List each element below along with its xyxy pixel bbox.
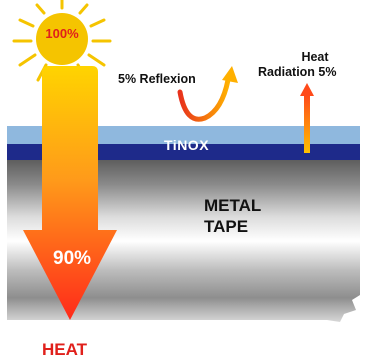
sun-icon (36, 13, 88, 65)
radiation-arrow-shaft (304, 95, 310, 153)
radiation-label-line2: Radiation 5% (258, 65, 337, 79)
absorbed-percentage-label: 90% (53, 248, 92, 269)
coating-label: TiNOX (164, 137, 210, 153)
reflection-arrowhead (222, 66, 238, 83)
substrate-label-line1: METAL (204, 196, 262, 215)
absorption-arrow (23, 66, 117, 320)
heat-output-label: HEAT (42, 340, 88, 359)
reflection-label: 5% Reflexion (118, 72, 196, 86)
reflection-arrow (177, 77, 231, 122)
radiation-arrowhead (300, 83, 314, 96)
substrate-label-line2: TAPE (204, 217, 249, 236)
radiation-label-line1: Heat (301, 50, 329, 64)
sun-percentage-label: 100% (45, 26, 79, 41)
